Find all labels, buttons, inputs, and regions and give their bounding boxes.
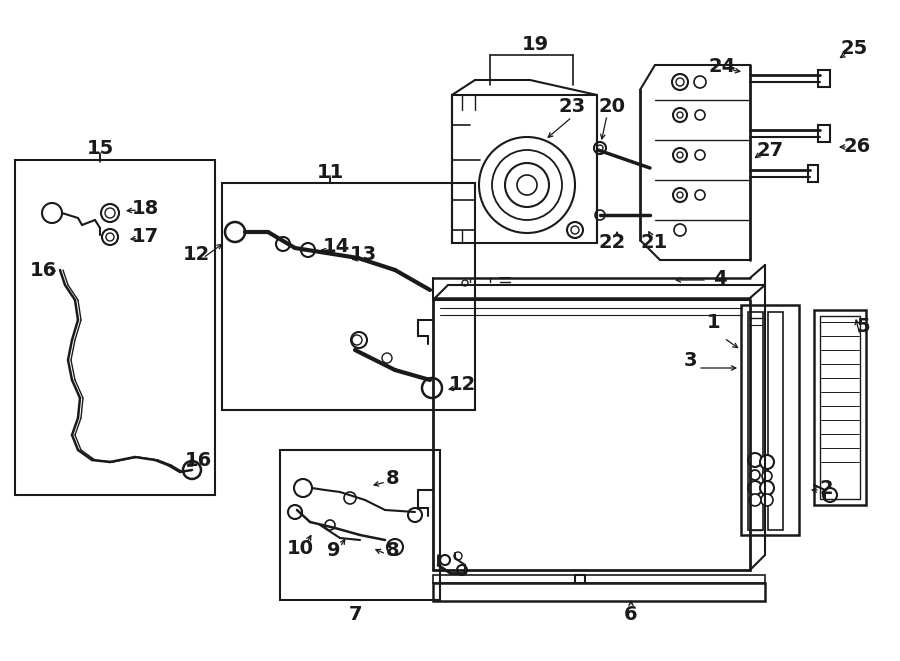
- Bar: [748, 312, 763, 530]
- Circle shape: [673, 108, 687, 122]
- Circle shape: [762, 471, 772, 481]
- Bar: [768, 312, 783, 530]
- Text: 11: 11: [317, 163, 344, 182]
- Circle shape: [750, 470, 760, 480]
- Text: 16: 16: [184, 451, 212, 471]
- Circle shape: [748, 453, 762, 467]
- Text: 8: 8: [386, 541, 400, 559]
- Circle shape: [276, 237, 290, 251]
- Text: 12: 12: [183, 245, 210, 264]
- Text: 16: 16: [30, 262, 57, 280]
- Text: 19: 19: [521, 36, 549, 54]
- Text: 23: 23: [558, 98, 586, 116]
- Circle shape: [595, 210, 605, 220]
- Text: 7: 7: [348, 605, 362, 623]
- Text: 13: 13: [349, 245, 376, 264]
- Circle shape: [761, 494, 773, 506]
- Circle shape: [594, 142, 606, 154]
- Text: 18: 18: [131, 198, 158, 217]
- Bar: [808, 165, 818, 182]
- Text: 21: 21: [641, 233, 668, 253]
- Circle shape: [749, 494, 761, 506]
- Circle shape: [567, 222, 583, 238]
- Bar: [814, 310, 866, 505]
- Bar: [820, 316, 860, 499]
- Bar: [433, 583, 765, 601]
- Circle shape: [694, 76, 706, 88]
- Circle shape: [674, 224, 686, 236]
- Bar: [433, 575, 765, 583]
- Circle shape: [672, 74, 688, 90]
- Bar: [15, 160, 215, 495]
- Text: 10: 10: [286, 539, 313, 557]
- Text: 14: 14: [322, 237, 349, 256]
- Circle shape: [760, 481, 774, 495]
- Text: 17: 17: [131, 227, 158, 245]
- Circle shape: [351, 332, 367, 348]
- Bar: [818, 125, 830, 142]
- Text: 12: 12: [448, 375, 475, 395]
- Bar: [280, 450, 440, 600]
- Text: 24: 24: [708, 58, 735, 77]
- Text: 22: 22: [598, 233, 625, 253]
- Circle shape: [101, 204, 119, 222]
- Text: 9: 9: [328, 541, 341, 561]
- Circle shape: [301, 243, 315, 257]
- Circle shape: [748, 481, 762, 495]
- Text: 3: 3: [683, 350, 697, 369]
- Text: 26: 26: [843, 137, 870, 157]
- Text: 20: 20: [598, 98, 625, 116]
- Text: 25: 25: [841, 38, 868, 58]
- Text: 1: 1: [707, 313, 721, 332]
- Text: 5: 5: [856, 317, 869, 336]
- Text: 8: 8: [386, 469, 400, 488]
- Circle shape: [673, 188, 687, 202]
- Bar: [818, 70, 830, 87]
- Circle shape: [102, 229, 118, 245]
- Bar: [452, 95, 597, 243]
- Text: 27: 27: [756, 141, 784, 159]
- Text: 4: 4: [713, 270, 727, 288]
- Text: 6: 6: [625, 605, 638, 623]
- Text: 2: 2: [819, 479, 832, 498]
- Bar: [222, 183, 475, 410]
- Text: 15: 15: [86, 139, 113, 157]
- Circle shape: [760, 455, 774, 469]
- Circle shape: [673, 148, 687, 162]
- Bar: [741, 305, 799, 535]
